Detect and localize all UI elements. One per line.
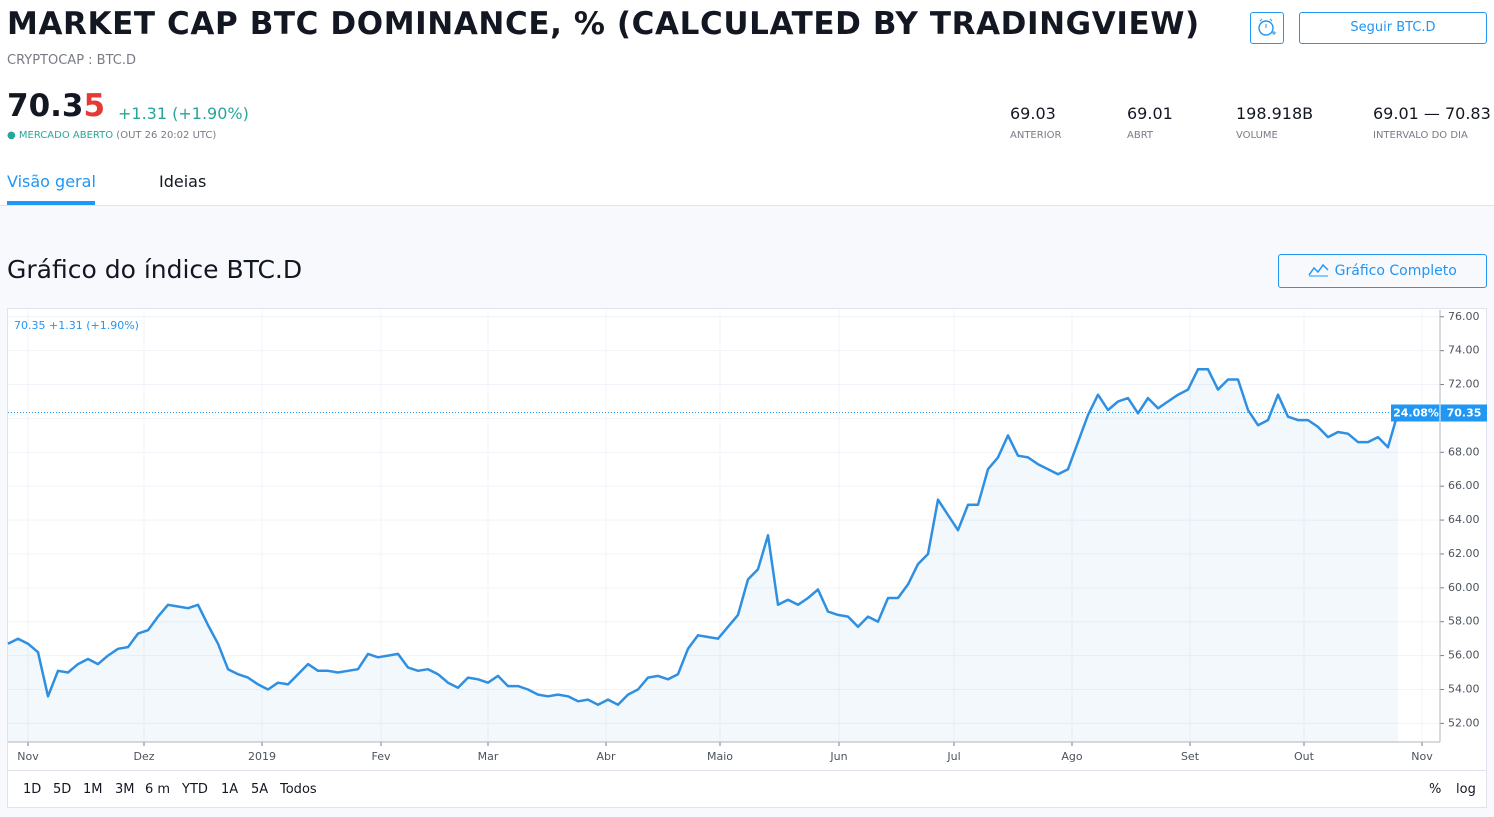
price-box [1391, 404, 1487, 422]
range-button[interactable]: Todos [280, 782, 317, 797]
y-tick-label: 54.00 [1448, 682, 1480, 695]
chart-icon [1308, 263, 1329, 277]
market-status: ● MERCADO ABERTO (OUT 26 20:02 UTC) [7, 130, 217, 141]
range-button[interactable]: 1D [23, 782, 42, 797]
market-state: MERCADO ABERTO [18, 130, 114, 141]
x-tick-label: Set [1181, 750, 1200, 763]
y-tick-label: 56.00 [1448, 649, 1480, 662]
page-title: MARKET CAP BTC DOMINANCE, % (CALCULATED … [7, 6, 1200, 42]
price-scale-percent: 24.08% [1393, 406, 1439, 419]
x-tick-label: Nov [1411, 750, 1433, 763]
tab[interactable]: Ideias [159, 172, 207, 191]
range-button[interactable]: YTD [182, 782, 208, 797]
alert-icon [1258, 18, 1276, 36]
y-tick-label: 74.00 [1448, 344, 1480, 357]
price-last-digit: 5 [83, 88, 106, 124]
market-time: (OUT 26 20:02 UTC) [116, 130, 217, 141]
y-tick-label: 62.00 [1448, 547, 1480, 560]
y-tick-label: 68.00 [1448, 445, 1480, 458]
tab-underline [7, 201, 95, 205]
range-button[interactable]: 3M [115, 782, 135, 797]
x-tick-label: Fev [371, 750, 390, 763]
line [7, 368, 1400, 706]
range-button[interactable]: 1A [221, 782, 239, 797]
stat-value: 69.01 [1127, 104, 1173, 123]
tab[interactable]: Visão geral [7, 172, 96, 191]
area-fill [8, 369, 1398, 742]
stat-label: ANTERIOR [1010, 130, 1062, 141]
y-tick-label: 64.00 [1448, 513, 1480, 526]
full-chart-button[interactable]: Gráfico Completo [1278, 254, 1487, 288]
x-tick-label: Maio [707, 750, 733, 763]
x-tick-label: 2019 [248, 750, 276, 763]
x-tick-label: Abr [596, 750, 616, 763]
y-tick-label: 72.00 [1448, 378, 1480, 391]
price-main: 70.3 [7, 88, 84, 124]
x-tick-label: Dez [133, 750, 154, 763]
x-tick-label: Nov [17, 750, 39, 763]
x-tick-label: Mar [478, 750, 499, 763]
alert-button[interactable] [1250, 12, 1284, 44]
y-tick-label: 76.00 [1448, 310, 1480, 323]
range-button[interactable]: 6 m [145, 782, 171, 797]
x-tick-label: Jun [829, 750, 847, 763]
follow-button[interactable]: Seguir BTC.D [1299, 12, 1487, 44]
y-tick-label: 58.00 [1448, 615, 1480, 628]
symbol: CRYPTOCAP : BTC.D [7, 53, 137, 68]
y-tick-label: 60.00 [1448, 581, 1480, 594]
stat-value: 198.918B [1236, 104, 1314, 123]
price-change: +1.31 (+1.90%) [118, 104, 249, 123]
range-button[interactable]: 5D [53, 782, 72, 797]
section-title: Gráfico do índice BTC.D [7, 255, 303, 284]
range-button[interactable]: 1M [83, 782, 103, 797]
scale-option[interactable]: log [1456, 782, 1476, 797]
stat-value: 69.03 [1010, 104, 1056, 123]
stat-label: VOLUME [1236, 130, 1278, 141]
x-tick-label: Jul [946, 750, 960, 763]
full-chart-label: Gráfico Completo [1334, 263, 1457, 279]
y-tick-label: 66.00 [1448, 479, 1480, 492]
scale-option[interactable]: % [1429, 782, 1442, 797]
chart-card [7, 308, 1487, 808]
chart-legend: 70.35 +1.31 (+1.90%) [14, 319, 139, 332]
stat-label: INTERVALO DO DIA [1373, 130, 1468, 141]
x-tick-label: Out [1294, 750, 1315, 763]
price-scale-value: 70.35 [1447, 406, 1482, 419]
stat-label: ABRT [1127, 130, 1154, 141]
x-tick-label: Ago [1061, 750, 1083, 763]
range-button[interactable]: 5A [251, 782, 269, 797]
stat-value: 69.01 — 70.83 [1373, 104, 1491, 123]
y-tick-label: 52.00 [1448, 716, 1480, 729]
price: 70.35 [7, 88, 105, 124]
range-separator [8, 770, 1486, 771]
